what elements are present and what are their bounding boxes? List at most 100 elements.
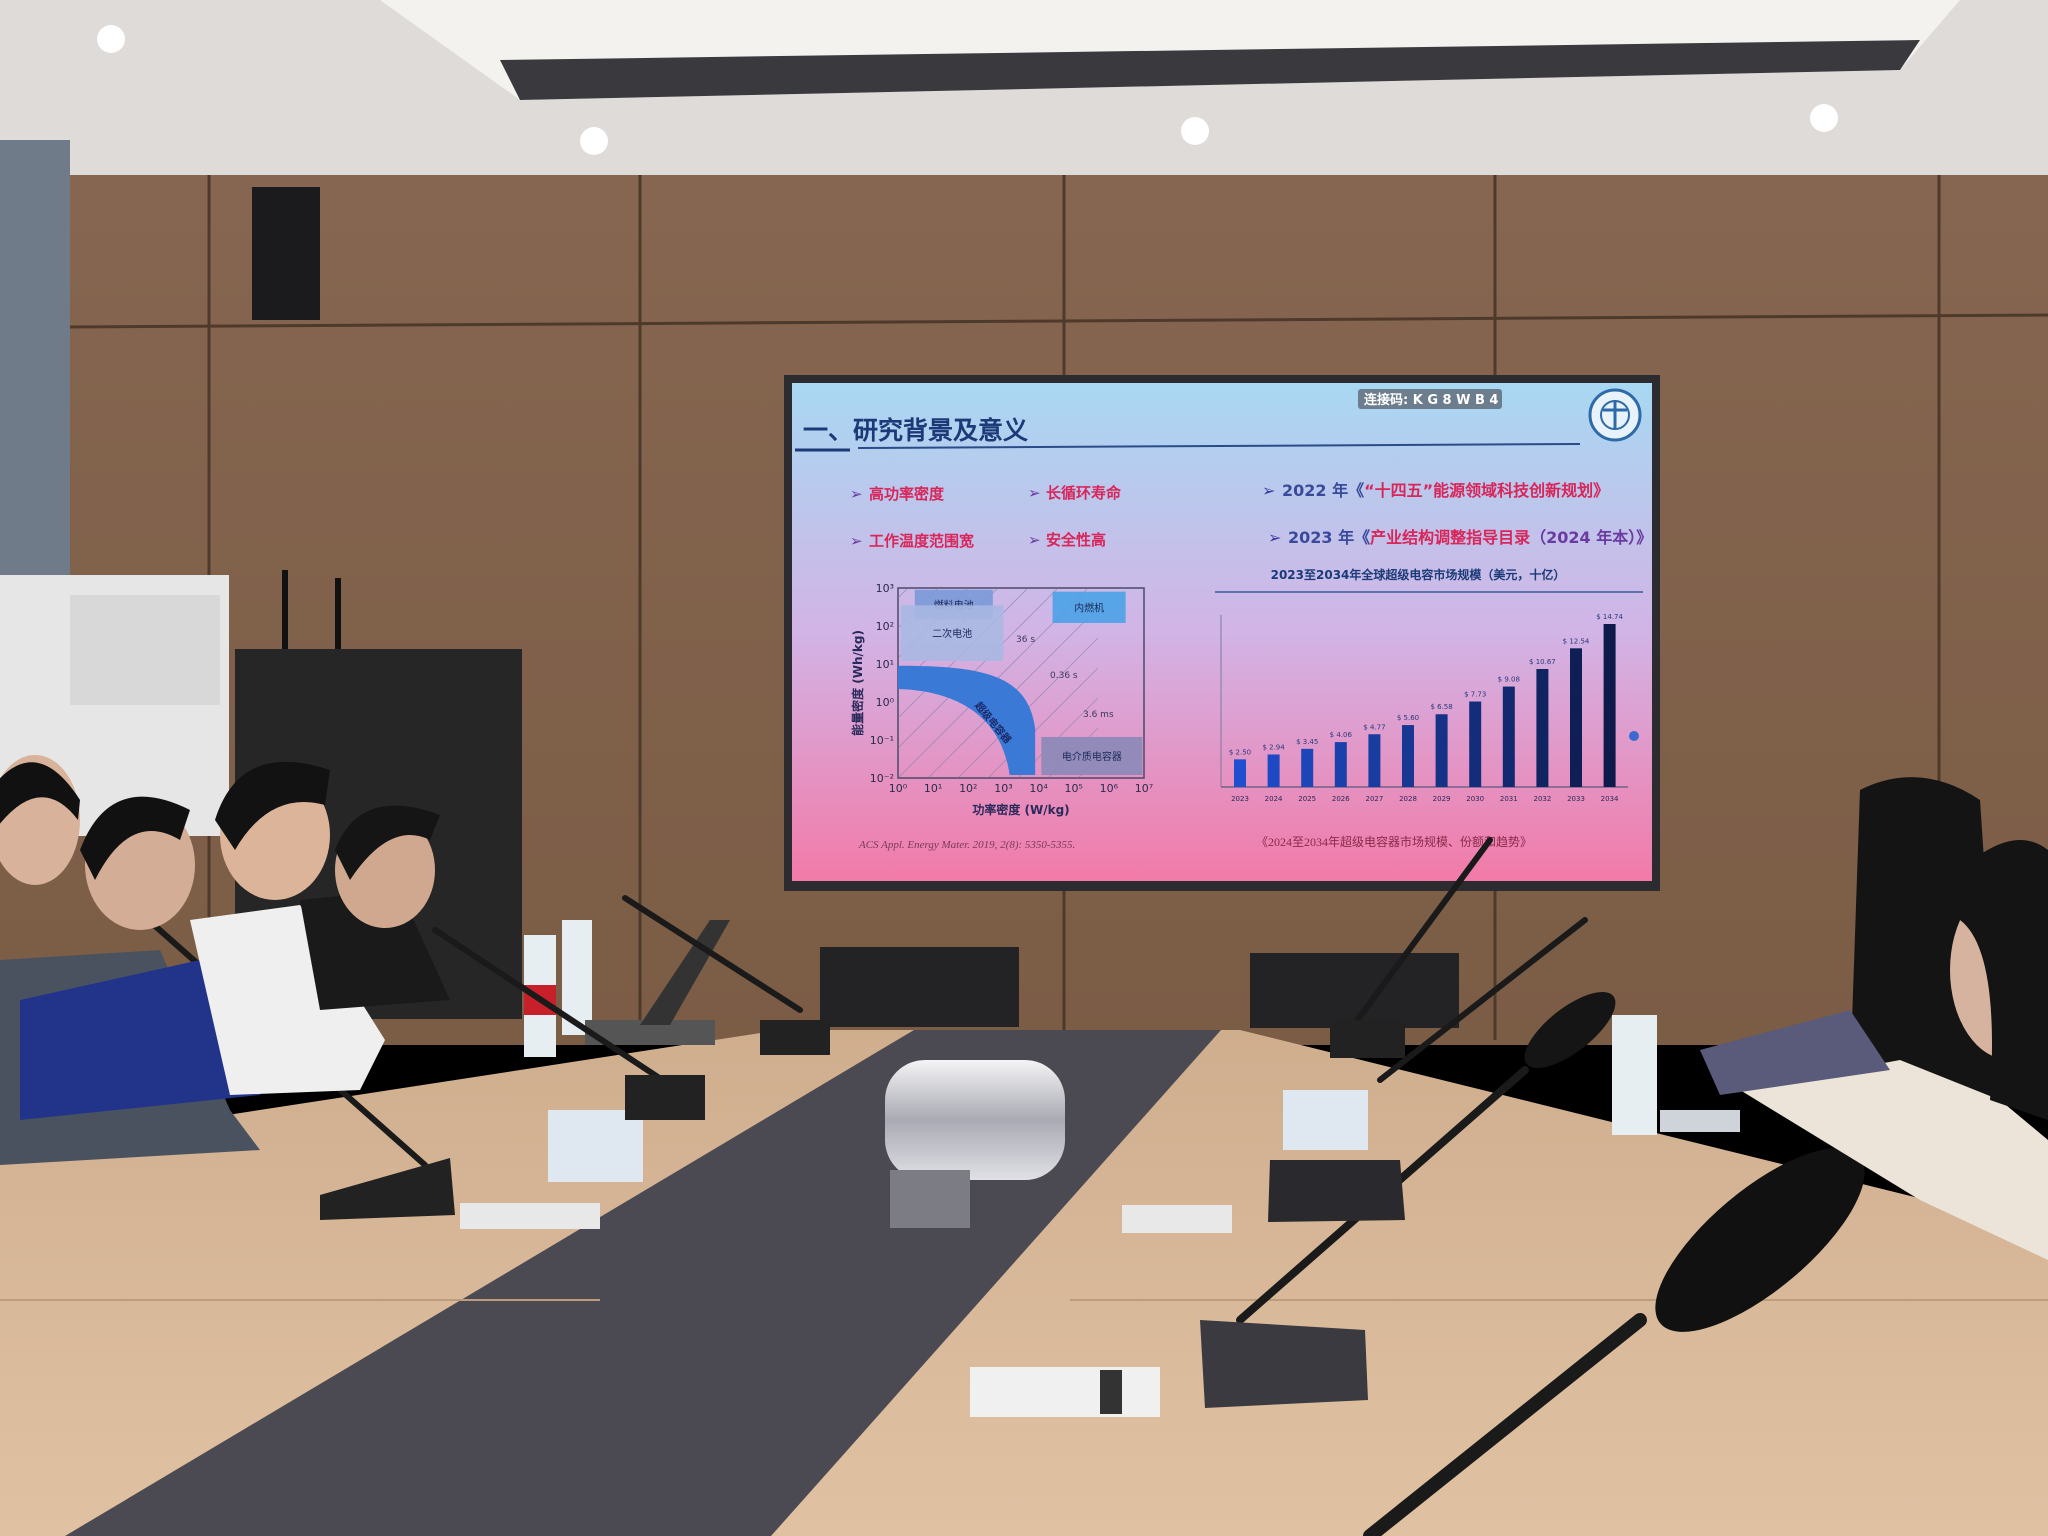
x-tick-label: 2023	[1231, 795, 1249, 803]
connection-code: 连接码: K G 8 W B 4	[1364, 392, 1498, 408]
y-tick-label: 10²	[876, 620, 894, 633]
x-tick-label: 10¹	[924, 782, 942, 795]
x-tick-label: 10²	[959, 782, 977, 795]
audience-left	[0, 755, 450, 1165]
x-tick-label: 2033	[1567, 795, 1585, 803]
person	[1700, 1010, 1890, 1095]
bar	[1301, 748, 1314, 787]
region-box	[1052, 591, 1126, 623]
x-tick-label: 2026	[1332, 795, 1350, 803]
x-tick-label: 10³	[994, 782, 1012, 795]
bar-data-label: $ 2.50	[1229, 748, 1251, 756]
time-constant-line	[987, 667, 1099, 778]
microphone-base	[625, 1075, 705, 1120]
bar-data-label: $ 12.54	[1563, 637, 1590, 645]
bar	[1334, 742, 1347, 787]
y-tick-label: 10¹	[876, 658, 894, 671]
y-axis-label: 能量密度 (Wh/kg)	[850, 630, 865, 736]
desk-lamp	[885, 1060, 1065, 1228]
time-constant: 36 s	[1016, 635, 1035, 645]
bar	[1435, 714, 1448, 787]
citation: ACS Appl. Energy Mater. 2019, 2(8): 5350…	[858, 839, 1075, 851]
x-axis-label: 功率密度 (W/kg)	[972, 802, 1069, 817]
ragone-chart: 燃料电池二次电池内燃机电介质电容器超级电容器 10⁰10¹10²10³10⁴10…	[850, 582, 1153, 817]
x-tick-label: 2031	[1500, 795, 1518, 803]
connection-code-badge	[1358, 389, 1502, 409]
bar-data-label: $ 7.73	[1464, 691, 1486, 699]
person	[300, 890, 450, 1010]
x-tick-label: 10⁵	[1065, 782, 1083, 795]
x-tick-label: 2032	[1533, 795, 1551, 803]
region-supercapacitor	[898, 665, 1036, 775]
bar-data-label: $ 10.67	[1529, 658, 1556, 666]
bar	[1502, 686, 1515, 787]
x-tick-label: 10⁰	[889, 782, 908, 795]
microphone-base	[1330, 1020, 1405, 1058]
x-tick-label: 2025	[1298, 795, 1316, 803]
x-tick-label: 10⁷	[1135, 782, 1153, 795]
bullet-item: 安全性高	[1046, 531, 1106, 549]
caption: 《2024至2034年超级电容器市场规模、份额和趋势》	[1256, 834, 1532, 849]
microphone-base	[1200, 1320, 1368, 1408]
water-bottle	[1612, 1015, 1657, 1135]
table-power-outlet	[460, 1203, 600, 1229]
x-tick-label: 2034	[1601, 795, 1619, 803]
microphone-base	[320, 1158, 455, 1220]
arrowhead-bullet-icon: ➢	[850, 532, 863, 550]
x-tick-label: 2027	[1365, 795, 1383, 803]
x-tick-label: 10⁴	[1029, 782, 1048, 795]
bar	[1536, 669, 1549, 787]
ceiling-light	[97, 25, 125, 53]
tissue-box	[548, 1110, 643, 1182]
bar-data-label: $ 6.58	[1430, 703, 1452, 711]
bar-data-label: $ 4.06	[1330, 731, 1353, 739]
region-label: 电介质电容器	[1062, 750, 1122, 763]
table-power-outlet	[1122, 1205, 1232, 1233]
bar	[1603, 624, 1616, 787]
x-tick-label: 2028	[1399, 795, 1417, 803]
arrowhead-bullet-icon: ➢	[1262, 481, 1275, 500]
audience-right	[1660, 777, 2048, 1260]
person	[190, 905, 385, 1095]
person	[1740, 1060, 2048, 1260]
policy-2: 2023 年《产业结构调整指导目录（2024 年本）》	[1288, 528, 1652, 547]
keyboard	[1660, 1110, 1740, 1132]
chair	[820, 947, 1019, 1027]
bar	[1402, 725, 1414, 787]
bar-data-label: $ 2.94	[1262, 743, 1285, 751]
time-constant-line	[1017, 697, 1099, 778]
bar	[1267, 754, 1280, 787]
arrowhead-bullet-icon: ➢	[1028, 531, 1041, 549]
bar-data-label: $ 3.45	[1296, 738, 1318, 746]
curtain	[0, 140, 70, 590]
bar-data-label: $ 4.77	[1363, 723, 1385, 731]
x-tick-label: 2029	[1433, 795, 1451, 803]
speaker	[252, 187, 320, 320]
table-power-outlet	[970, 1367, 1160, 1417]
microphone-base	[760, 1020, 830, 1055]
y-tick-label: 10⁰	[876, 696, 895, 709]
ceiling-light	[580, 127, 608, 155]
x-tick-label: 2024	[1265, 795, 1283, 803]
slide-title: 一、研究背景及意义	[803, 416, 1028, 445]
tissue-box	[1283, 1090, 1368, 1150]
bar-data-label: $ 9.08	[1498, 676, 1520, 684]
microphone-base	[1268, 1160, 1405, 1222]
time-constant: 3.6 ms	[1083, 710, 1114, 720]
x-tick-label: 10⁶	[1100, 782, 1119, 795]
ceiling-light	[1181, 117, 1209, 145]
ceiling-light	[1810, 104, 1838, 132]
y-tick-label: 10⁻²	[870, 772, 894, 785]
policy-1: 2022 年《“十四五”能源领域科技创新规划》	[1282, 481, 1609, 500]
arrowhead-bullet-icon: ➢	[1028, 484, 1041, 502]
bullet-item: 工作温度范围宽	[869, 532, 974, 550]
x-tick-label: 2030	[1466, 795, 1484, 803]
chart-title: 2023至2034年全球超级电容市场规模（美元，十亿）	[1271, 567, 1566, 582]
bar-data-label: $ 5.60	[1397, 714, 1419, 722]
arrowhead-bullet-icon: ➢	[1268, 528, 1281, 547]
bar-data-label: $ 14.74	[1596, 613, 1623, 621]
ceiling	[0, 0, 2048, 180]
y-tick-label: 10⁻¹	[870, 734, 894, 747]
bullet-item: 长循环寿命	[1046, 484, 1122, 502]
